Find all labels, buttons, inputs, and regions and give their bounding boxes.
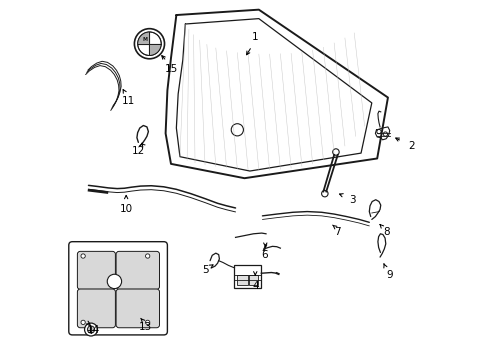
FancyBboxPatch shape <box>116 289 159 328</box>
Text: 2: 2 <box>407 141 414 151</box>
Text: 1: 1 <box>251 32 258 41</box>
Polygon shape <box>149 44 161 55</box>
Text: M: M <box>142 37 147 42</box>
Text: 15: 15 <box>164 64 177 74</box>
FancyBboxPatch shape <box>77 251 115 289</box>
Circle shape <box>107 274 122 289</box>
Polygon shape <box>138 32 149 44</box>
FancyBboxPatch shape <box>237 275 247 285</box>
Circle shape <box>87 326 94 333</box>
FancyBboxPatch shape <box>116 251 159 289</box>
Text: 13: 13 <box>139 322 152 332</box>
Circle shape <box>145 320 149 324</box>
Circle shape <box>81 320 85 324</box>
Circle shape <box>138 32 161 55</box>
Text: 8: 8 <box>382 227 388 237</box>
Text: 10: 10 <box>120 204 132 214</box>
FancyBboxPatch shape <box>77 289 115 328</box>
Circle shape <box>145 254 149 258</box>
FancyBboxPatch shape <box>248 275 257 285</box>
Circle shape <box>376 130 380 134</box>
Text: 12: 12 <box>132 146 145 156</box>
Circle shape <box>332 149 339 155</box>
Text: 11: 11 <box>121 96 134 106</box>
Text: 7: 7 <box>334 227 340 237</box>
Circle shape <box>321 190 327 197</box>
FancyBboxPatch shape <box>234 265 261 288</box>
Circle shape <box>84 323 97 336</box>
Circle shape <box>231 124 243 136</box>
Text: 6: 6 <box>261 250 267 260</box>
Text: 4: 4 <box>251 281 258 291</box>
Text: 3: 3 <box>348 195 355 205</box>
Text: 9: 9 <box>386 270 392 280</box>
FancyBboxPatch shape <box>69 242 167 335</box>
Circle shape <box>81 254 85 258</box>
Text: 14: 14 <box>86 325 100 335</box>
Circle shape <box>134 29 164 59</box>
Text: 5: 5 <box>202 265 208 275</box>
Circle shape <box>383 132 387 136</box>
